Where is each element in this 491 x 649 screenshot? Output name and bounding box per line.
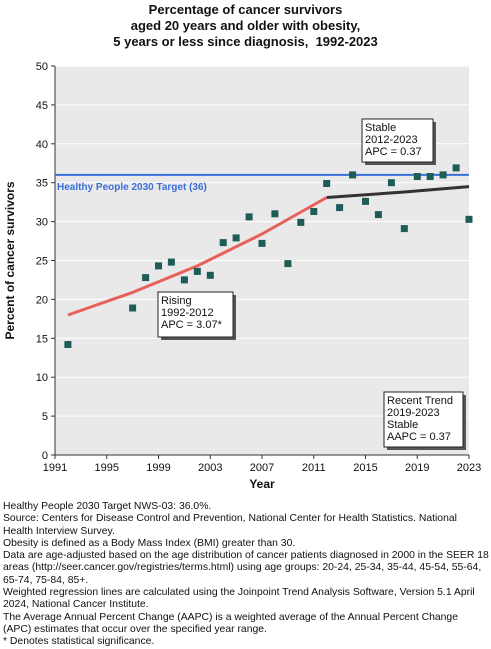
annotation-box	[361, 118, 434, 163]
annotation-text: Stable	[387, 419, 418, 431]
data-point	[336, 204, 344, 212]
data-point	[271, 210, 279, 218]
trend-line	[326, 185, 470, 199]
x-tick-label: 1995	[95, 462, 119, 474]
y-tick-label: 5	[42, 411, 48, 423]
footnote: Data are age-adjusted based on the age d…	[3, 550, 489, 586]
y-tick-label: 20	[36, 294, 48, 306]
x-tick-label: 2007	[250, 462, 274, 474]
trend-line	[67, 196, 328, 317]
y-tick-label: 25	[36, 256, 48, 268]
x-axis-title: Year	[249, 477, 275, 491]
data-point	[129, 304, 137, 312]
x-tick-label: 2023	[457, 462, 481, 474]
annotation-text: 1992-2012	[161, 307, 214, 319]
data-point	[310, 208, 318, 215]
data-point	[413, 173, 421, 180]
footnotes: Healthy People 2030 Target NWS-03: 36.0%…	[3, 501, 489, 649]
data-point	[142, 274, 150, 282]
data-point	[219, 239, 227, 247]
target-label: Healthy People 2030 Target (36)	[57, 182, 207, 193]
y-tick-label: 40	[36, 139, 48, 151]
annotation-text: APC = 3.07*	[161, 319, 223, 331]
footnote: Source: Centers for Disease Control and …	[3, 513, 457, 537]
chart-title: Percentage of cancer survivors aged 20 y…	[0, 2, 491, 50]
y-tick-label: 10	[36, 372, 48, 384]
annotation-text: 2012-2023	[365, 134, 418, 146]
chart-title-line: Percentage of cancer survivors	[148, 2, 343, 17]
data-point	[155, 262, 162, 270]
footnote: Healthy People 2030 Target NWS-03: 36.0%…	[3, 501, 212, 512]
data-point	[439, 171, 447, 179]
annotation-box	[383, 391, 464, 448]
data-point	[245, 213, 253, 221]
x-tick-label: 2015	[353, 462, 377, 474]
annotation-text: APC = 0.37	[365, 146, 422, 158]
y-tick-label: 30	[36, 217, 48, 229]
chart-title-line: 5 years or less since diagnosis, 1992-20…	[113, 34, 378, 49]
annotation-text: AAPC = 0.37	[387, 431, 451, 443]
data-point	[452, 164, 460, 172]
data-point	[426, 173, 434, 180]
data-point	[297, 218, 305, 226]
chart-text: 0 5 10 15 20 25 30 35 40 45 50 1991 1995 1999 2003 2007…	[3, 61, 481, 491]
data-point	[362, 197, 369, 205]
x-tick-label: 2019	[405, 462, 429, 474]
data-point	[387, 179, 395, 187]
y-tick-label: 0	[42, 450, 48, 462]
data-point	[349, 171, 357, 179]
y-axis-title: Percent of cancer survivors	[3, 181, 17, 339]
annotation-text: Recent Trend	[387, 395, 453, 407]
data-point	[374, 211, 382, 219]
footnote: Weighted regression lines are calculated…	[3, 587, 475, 611]
x-tick-label: 1999	[146, 462, 170, 474]
annotation-text: Rising	[161, 295, 192, 307]
annotation-text: 2019-2023	[387, 407, 440, 419]
footnote: Obesity is defined as a Body Mass Index …	[3, 537, 296, 549]
data-point	[167, 258, 175, 266]
y-tick-label: 50	[36, 61, 48, 73]
y-tick-label: 15	[36, 333, 48, 345]
footnote: The Average Annual Percent Change (AAPC)…	[3, 611, 458, 635]
data-point	[232, 234, 240, 242]
x-tick-label: 1991	[43, 462, 67, 474]
data-point	[284, 260, 292, 268]
y-tick-label: 45	[36, 100, 48, 112]
annotation-box	[157, 291, 234, 338]
data-point	[64, 341, 72, 348]
data-point	[193, 267, 201, 275]
data-point	[400, 225, 408, 233]
data-point	[180, 276, 188, 284]
footnote: * Denotes statistical significance.	[3, 636, 155, 648]
x-tick-label: 2003	[198, 462, 222, 474]
x-tick-label: 2011	[302, 462, 326, 474]
annotation-text: Stable	[365, 122, 396, 134]
data-point	[258, 239, 266, 247]
data-point	[323, 180, 331, 187]
data-point	[465, 215, 473, 223]
chart-title-line: aged 20 years and older with obesity,	[130, 18, 361, 33]
y-tick-label: 35	[36, 178, 48, 190]
data-point	[206, 271, 214, 279]
